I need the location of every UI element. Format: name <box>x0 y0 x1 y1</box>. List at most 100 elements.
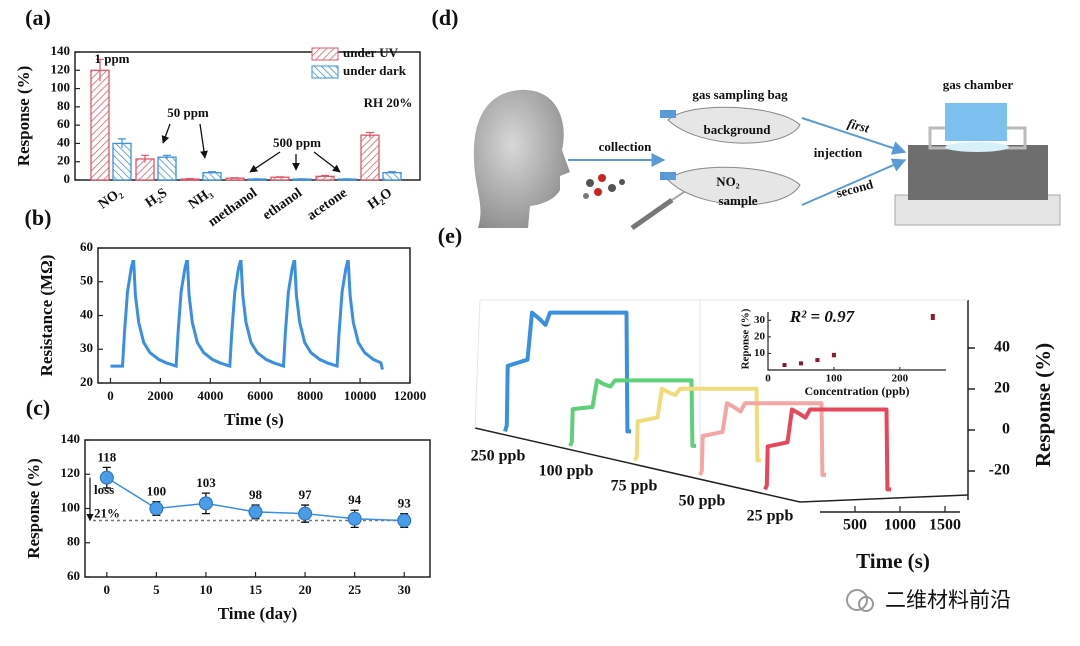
x-tick-label: 2000 <box>147 388 173 403</box>
error-bar <box>141 154 149 163</box>
watermark-text: 二维材料前沿 <box>885 588 1011 612</box>
diagram-label: gas chamber <box>943 77 1014 92</box>
annotation: 21% <box>94 505 120 520</box>
x-tick-label: 8000 <box>297 388 323 403</box>
legend-label: under dark <box>343 63 407 78</box>
y-tick-label: 0 <box>64 171 71 186</box>
annotation: 50 ppm <box>167 105 209 120</box>
bar <box>112 142 132 181</box>
data-label: 103 <box>196 475 216 490</box>
x-tick-label: ethanol <box>260 186 305 224</box>
molecules <box>583 174 625 199</box>
error-bar <box>186 178 194 180</box>
z-tick-label: 20 <box>994 380 1010 397</box>
diagram <box>473 89 1061 231</box>
diagram-label: sample <box>719 193 758 208</box>
bar <box>360 134 380 181</box>
bar <box>157 156 177 181</box>
x-tick-label: 25 <box>348 582 362 597</box>
y-tick-label: 60 <box>67 568 80 583</box>
sensor <box>945 103 1007 141</box>
data-point <box>99 470 114 485</box>
plot-frame <box>97 247 411 384</box>
data-line <box>110 260 384 370</box>
bag-valve <box>660 172 676 180</box>
diagram-label: second <box>835 176 876 200</box>
arrow <box>801 158 907 206</box>
x-tick-label: 1000 <box>884 517 916 534</box>
y-tick-label: 20 <box>57 153 70 168</box>
annotation: RH 20% <box>364 95 413 110</box>
bar <box>202 172 222 181</box>
data-point <box>198 496 213 511</box>
error-bar <box>276 176 284 178</box>
z-axis-label: Response (%) <box>1031 343 1055 467</box>
watermark: 二维材料前沿 <box>846 588 1011 612</box>
data-label: 100 <box>147 484 167 499</box>
data-point <box>831 353 836 358</box>
data-point <box>930 314 935 319</box>
x-tick-label: 200 <box>892 373 909 385</box>
x-tick-label: NH₃ <box>186 186 215 213</box>
head <box>473 89 570 228</box>
data-line <box>568 378 696 448</box>
syringe <box>630 197 674 231</box>
sampling-bag <box>667 166 801 206</box>
y-axis-label: Response (%) <box>24 458 43 559</box>
data-label: 118 <box>97 449 116 464</box>
z-tick-label: 40 <box>994 339 1010 356</box>
sampling-bag <box>667 106 801 144</box>
y-tick-label: 40 <box>57 134 70 149</box>
data-point <box>798 361 803 366</box>
bar <box>90 69 110 181</box>
error-bar <box>343 178 351 180</box>
error-bar <box>388 171 396 174</box>
series-label: 25 ppb <box>747 508 794 525</box>
data-line <box>763 407 891 492</box>
x-tick-label: 5 <box>153 582 160 597</box>
x-tick-label: NO₂ <box>96 186 125 213</box>
error-bar <box>96 58 104 82</box>
chamber <box>908 145 1048 200</box>
x-tick-label: 0 <box>104 582 111 597</box>
error-bar <box>321 174 329 178</box>
arrows <box>161 123 341 173</box>
y-tick-label: 30 <box>754 314 766 326</box>
y-tick-label: 100 <box>61 499 81 514</box>
y-tick-label: 20 <box>80 374 93 389</box>
x-axis-label: Time (s) <box>224 410 284 429</box>
3d-grid <box>474 299 968 470</box>
y-tick-label: 80 <box>57 98 70 113</box>
y-axis-label: Reponse (%) <box>740 308 752 369</box>
annotation: 500 ppm <box>273 135 321 150</box>
x-tick-label: 4000 <box>197 388 223 403</box>
arrow <box>801 117 907 155</box>
y-tick-label: 80 <box>67 534 80 549</box>
bag-valve <box>660 110 676 118</box>
panel-label: (b) <box>25 205 52 230</box>
data-line <box>698 401 826 477</box>
x-tick-label: 20 <box>299 582 312 597</box>
x-tick-label: 0 <box>765 373 771 385</box>
series-label: 250 ppb <box>471 448 526 465</box>
x-axis-label: Time (day) <box>218 604 298 623</box>
x-tick-label: acetone <box>305 186 351 224</box>
panel-label: (e) <box>438 223 462 248</box>
panel-label: (d) <box>432 5 459 30</box>
diagram-label: first <box>846 115 871 135</box>
diagram-label: injection <box>814 145 863 160</box>
x-tick-label: 500 <box>843 517 867 534</box>
data-point <box>397 513 412 528</box>
series-label: 100 ppb <box>539 463 594 480</box>
3d-frame <box>474 300 969 513</box>
bar <box>382 172 402 181</box>
data-point <box>815 358 820 363</box>
series-label: 75 ppb <box>611 478 658 495</box>
x-tick-label: 15 <box>249 582 263 597</box>
y-tick-label: 60 <box>80 239 93 254</box>
y-tick-label: 140 <box>51 43 71 58</box>
x-tick-label: methanol <box>206 186 261 230</box>
annotation: R² = 0.97 <box>789 307 856 326</box>
panel-label: (a) <box>25 5 51 30</box>
